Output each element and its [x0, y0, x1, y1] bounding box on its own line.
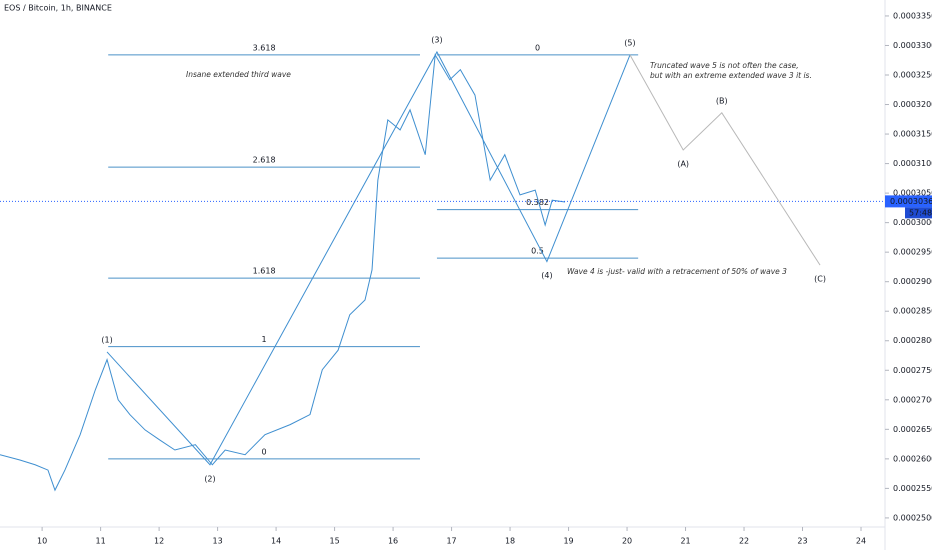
fib-label: 3.618: [253, 43, 276, 52]
annotation: Insane extended third wave: [186, 70, 291, 79]
last-price-label: 0.0003036: [890, 197, 932, 206]
wave-label: (2): [204, 474, 215, 483]
y-tick-label: 0.0002900: [893, 277, 932, 286]
x-tick-label: 15: [329, 537, 339, 546]
y-tick-label: 0.0002500: [893, 513, 932, 522]
y-tick-label: 0.0002550: [893, 484, 932, 493]
wave-label: (3): [431, 35, 442, 44]
x-tick-label: 13: [213, 537, 223, 546]
wave-label: (5): [624, 38, 635, 47]
wave-line: [629, 54, 821, 266]
wave-label: (A): [677, 160, 689, 169]
x-tick-label: 16: [388, 537, 398, 546]
y-tick-label: 0.0002650: [893, 425, 932, 434]
wave-label: (4): [541, 271, 552, 280]
wave-label: (C): [814, 275, 826, 284]
x-tick-label: 23: [797, 537, 807, 546]
x-tick-label: 24: [856, 537, 866, 546]
y-tick-label: 0.0003200: [893, 100, 932, 109]
y-tick-label: 0.0002950: [893, 248, 932, 257]
chart-title: EOS / Bitcoin, 1h, BINANCE: [4, 4, 112, 13]
y-tick-label: 0.0003050: [893, 189, 932, 198]
fib-label: 1.618: [253, 267, 276, 276]
annotation: Truncated wave 5 is not often the case,: [650, 61, 799, 70]
wave-label: (1): [101, 335, 112, 344]
last-price-box: [885, 195, 932, 208]
annotation: but with an extreme extended wave 3 it i…: [650, 71, 812, 80]
x-tick-label: 14: [271, 537, 281, 546]
fib-label: 0.5: [531, 247, 544, 256]
wave-line: [106, 50, 631, 466]
y-tick-label: 0.0002800: [893, 336, 932, 345]
y-tick-label: 0.0003350: [893, 11, 932, 20]
y-tick-label: 0.0002850: [893, 307, 932, 316]
y-tick-label: 0.0002750: [893, 366, 932, 375]
x-tick-label: 12: [154, 537, 164, 546]
y-tick-label: 0.0003100: [893, 159, 932, 168]
x-tick-label: 21: [680, 537, 690, 546]
y-tick-label: 0.0002600: [893, 454, 932, 463]
y-tick-label: 0.0003000: [893, 218, 932, 227]
x-tick-label: 22: [739, 537, 749, 546]
annotation: Wave 4 is -just- valid with a retracemen…: [567, 267, 787, 276]
x-tick-label: 20: [622, 537, 632, 546]
wave-label: (B): [716, 96, 728, 105]
x-tick-label: 17: [446, 537, 456, 546]
x-tick-label: 19: [563, 537, 573, 546]
x-tick-label: 18: [505, 537, 515, 546]
fib-label: 0.382: [526, 198, 549, 207]
y-tick-label: 0.0003250: [893, 71, 932, 80]
price-line: [0, 53, 566, 492]
y-tick-label: 0.0003300: [893, 41, 932, 50]
fib-label: 0: [262, 447, 267, 456]
fib-label: 2.618: [253, 156, 276, 165]
countdown-label: 57:48: [909, 208, 932, 217]
fib-label: 0: [535, 43, 540, 52]
fib-label: 1: [262, 335, 267, 344]
y-tick-label: 0.0003150: [893, 130, 932, 139]
countdown-box: [905, 207, 932, 219]
x-tick-label: 11: [96, 537, 106, 546]
y-tick-label: 0.0002700: [893, 395, 932, 404]
x-tick-label: 10: [37, 537, 47, 546]
